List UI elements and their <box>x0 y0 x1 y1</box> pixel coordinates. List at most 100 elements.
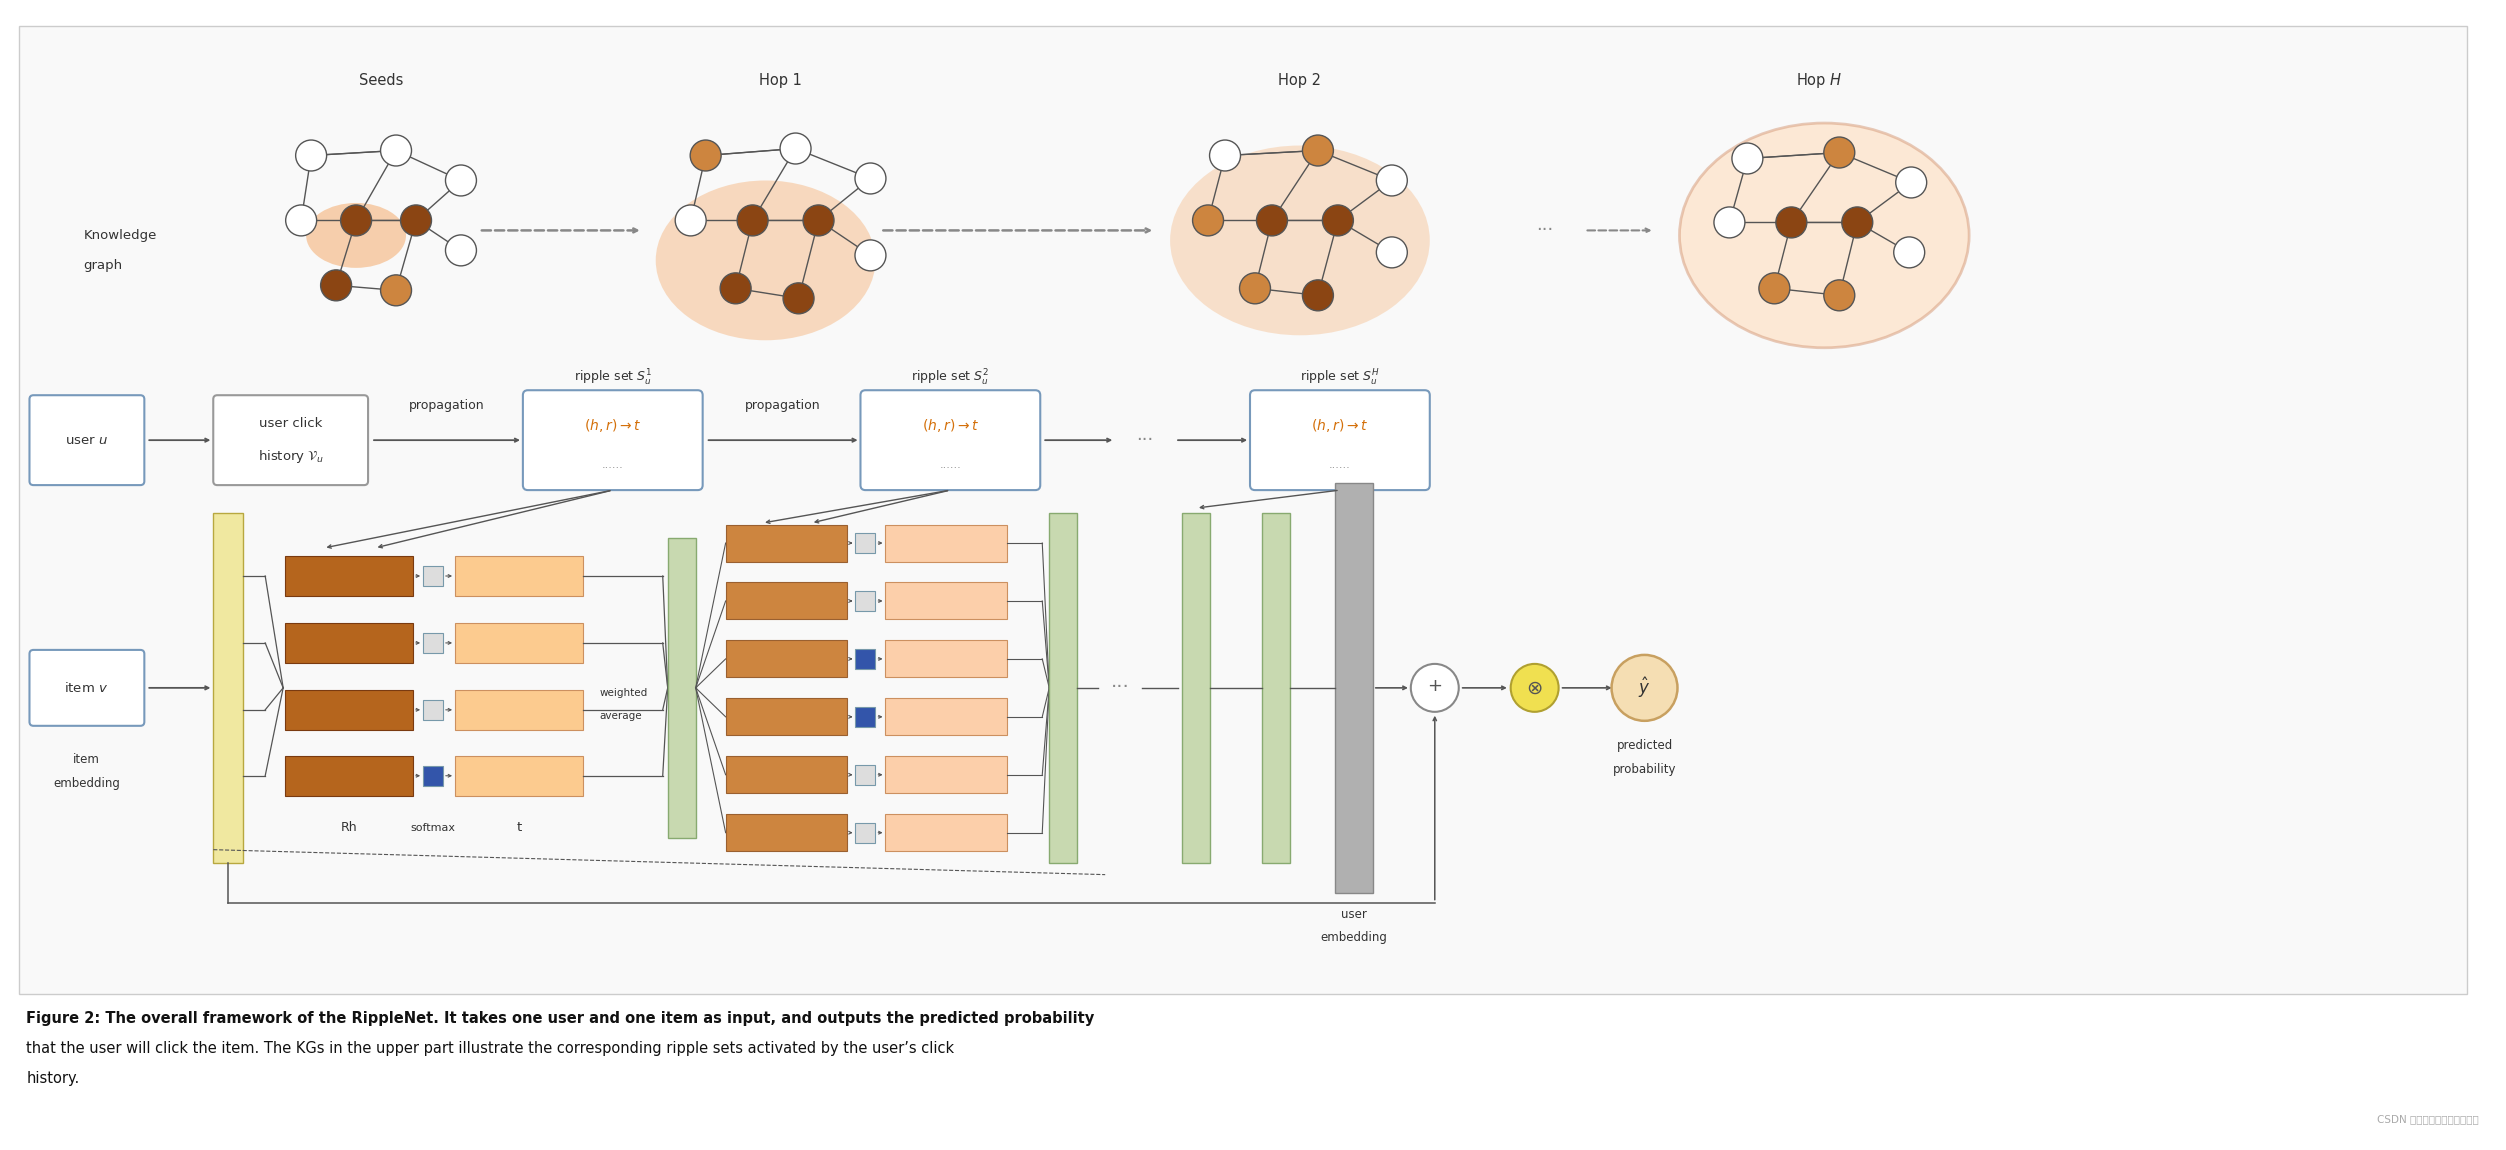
Bar <box>456 690 584 730</box>
Text: embedding: embedding <box>1321 932 1388 944</box>
Text: user: user <box>1341 908 1366 921</box>
Circle shape <box>341 205 371 236</box>
Text: Hop 2: Hop 2 <box>1278 74 1321 89</box>
Text: ripple set $S^H_u$: ripple set $S^H_u$ <box>1301 368 1381 389</box>
Text: Hop 1: Hop 1 <box>759 74 802 89</box>
Text: user click: user click <box>261 416 323 430</box>
Text: item: item <box>73 753 100 766</box>
Ellipse shape <box>1170 146 1431 336</box>
Circle shape <box>1895 237 1925 268</box>
Bar <box>727 814 847 851</box>
Bar <box>885 698 1007 735</box>
Text: ⊗: ⊗ <box>1526 678 1544 697</box>
Circle shape <box>446 164 476 196</box>
Bar <box>727 641 847 677</box>
Text: weighted: weighted <box>599 688 649 698</box>
Bar <box>1183 513 1210 862</box>
Text: ······: ······ <box>1328 463 1351 473</box>
Circle shape <box>446 235 476 266</box>
Circle shape <box>1895 167 1927 198</box>
Bar <box>855 649 875 669</box>
Circle shape <box>1777 207 1807 238</box>
Text: user $u$: user $u$ <box>65 434 108 446</box>
FancyBboxPatch shape <box>30 650 145 726</box>
Bar <box>727 524 847 561</box>
Text: predicted: predicted <box>1616 739 1672 752</box>
Bar <box>20 25 2466 995</box>
Text: Seeds: Seeds <box>358 74 403 89</box>
Circle shape <box>1210 140 1240 171</box>
Text: ···: ··· <box>1536 222 1554 239</box>
Circle shape <box>1240 273 1271 304</box>
Circle shape <box>674 205 707 236</box>
Bar <box>885 641 1007 677</box>
Text: ···: ··· <box>1110 678 1130 697</box>
Text: history.: history. <box>28 1072 80 1087</box>
Text: Figure 2: The overall framework of the RippleNet. It takes one user and one item: Figure 2: The overall framework of the R… <box>28 1012 1095 1027</box>
Text: Knowledge: Knowledge <box>83 229 158 242</box>
Bar <box>855 534 875 553</box>
Circle shape <box>321 270 351 301</box>
Bar <box>667 538 697 837</box>
Ellipse shape <box>1679 123 1970 347</box>
Text: ······: ······ <box>940 463 962 473</box>
Circle shape <box>1732 143 1762 174</box>
Circle shape <box>1376 237 1408 268</box>
Text: +: + <box>1428 677 1443 695</box>
Bar <box>885 583 1007 620</box>
Bar <box>456 756 584 796</box>
Text: CSDN 数据与后端架构提升之路: CSDN 数据与后端架构提升之路 <box>2376 1114 2478 1125</box>
Ellipse shape <box>306 202 406 268</box>
Circle shape <box>1824 279 1854 310</box>
Bar <box>424 700 444 720</box>
Circle shape <box>1303 135 1333 166</box>
Bar <box>424 632 444 653</box>
Circle shape <box>1411 664 1458 712</box>
Text: t: t <box>516 821 521 834</box>
Ellipse shape <box>657 181 875 340</box>
Text: ···: ··· <box>1138 431 1153 450</box>
FancyBboxPatch shape <box>30 396 145 485</box>
Text: item $v$: item $v$ <box>65 681 108 695</box>
Text: propagation: propagation <box>744 399 819 412</box>
Circle shape <box>1323 205 1353 236</box>
Bar <box>1336 483 1373 892</box>
Text: $(h,r)\rightarrow t$: $(h,r)\rightarrow t$ <box>1311 416 1368 434</box>
Bar <box>424 566 444 586</box>
Text: Rh: Rh <box>341 821 358 834</box>
Circle shape <box>381 275 411 306</box>
Text: ······: ······ <box>601 463 624 473</box>
Circle shape <box>779 133 812 164</box>
Circle shape <box>782 283 814 314</box>
Circle shape <box>1193 205 1223 236</box>
Circle shape <box>1714 207 1744 238</box>
Text: embedding: embedding <box>53 777 120 790</box>
Text: graph: graph <box>83 259 123 271</box>
Bar <box>855 765 875 784</box>
Circle shape <box>737 205 767 236</box>
Text: probability: probability <box>1614 764 1677 776</box>
Bar <box>1050 513 1078 862</box>
Circle shape <box>1611 654 1677 721</box>
Circle shape <box>855 240 887 271</box>
FancyBboxPatch shape <box>524 390 702 490</box>
Bar <box>885 814 1007 851</box>
Bar <box>855 591 875 611</box>
Text: softmax: softmax <box>411 822 456 833</box>
Bar <box>727 698 847 735</box>
Text: average: average <box>599 711 642 721</box>
Bar <box>885 524 1007 561</box>
Circle shape <box>689 140 722 171</box>
Text: ripple set $S^1_u$: ripple set $S^1_u$ <box>574 368 652 389</box>
FancyBboxPatch shape <box>213 396 368 485</box>
Bar <box>286 623 413 662</box>
Circle shape <box>1824 137 1854 168</box>
Text: that the user will click the item. The KGs in the upper part illustrate the corr: that the user will click the item. The K… <box>28 1042 955 1057</box>
Bar <box>286 690 413 730</box>
Bar <box>855 707 875 727</box>
Text: propagation: propagation <box>408 399 484 412</box>
Bar <box>885 757 1007 794</box>
Bar <box>855 822 875 843</box>
Bar <box>213 513 243 862</box>
Circle shape <box>1842 207 1872 238</box>
